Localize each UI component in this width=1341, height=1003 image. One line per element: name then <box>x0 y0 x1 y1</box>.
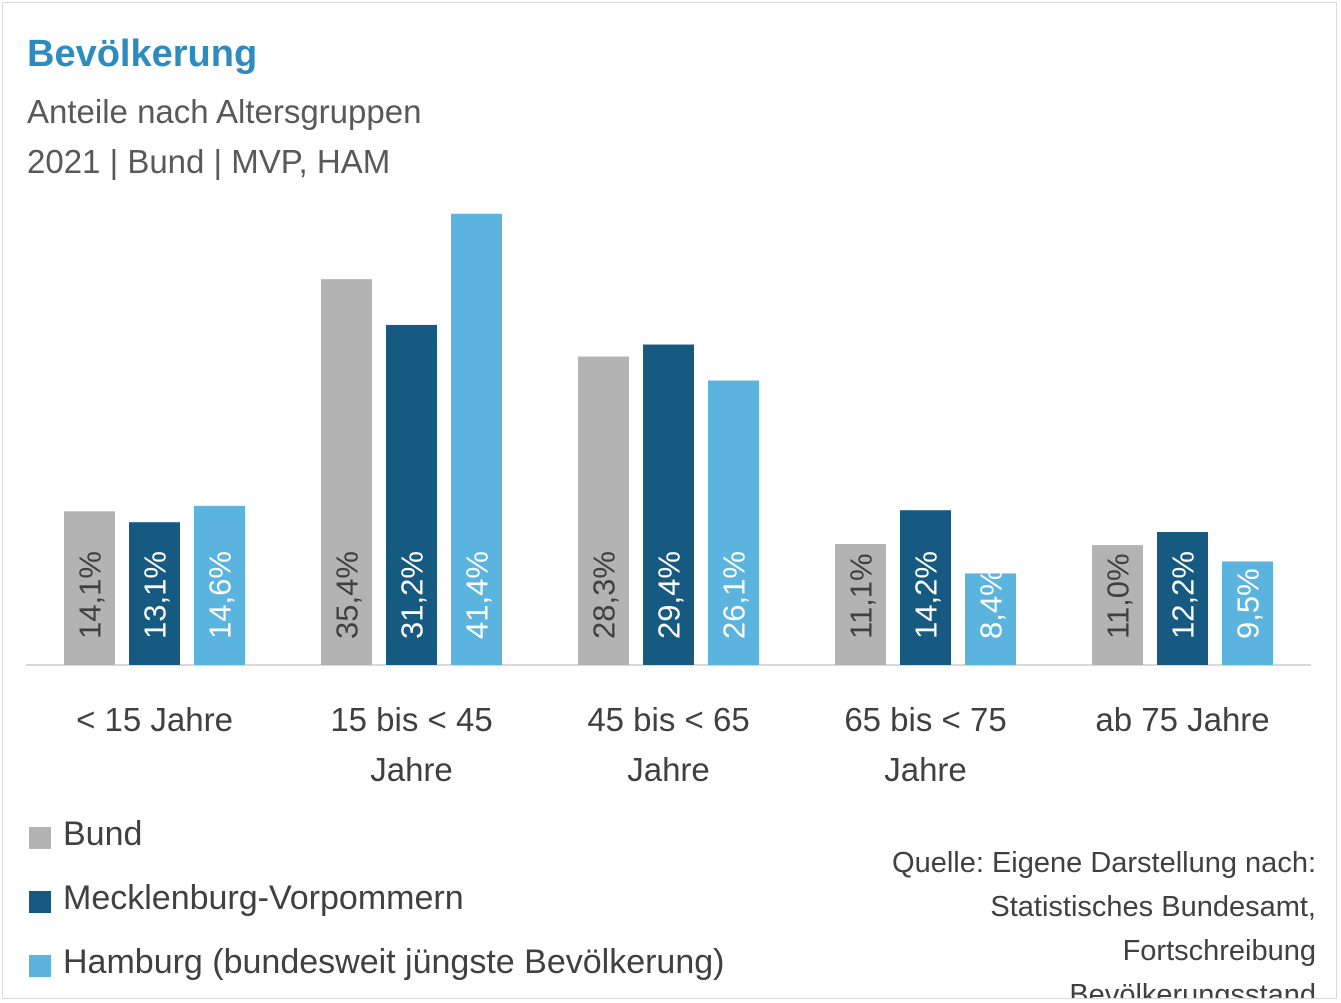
data-label-bund-5: 11,0% <box>1101 553 1136 639</box>
bar-hamburg-5 <box>1222 561 1273 665</box>
bar-bund-1 <box>64 511 115 665</box>
data-label-bund-2: 35,4% <box>330 551 365 639</box>
chart-subtitle-line-2: 2021 | Bund | MVP, HAM <box>27 143 391 180</box>
bar-mecklenburg-3 <box>643 344 694 665</box>
x-tick-label-4-line-1: 65 bis < 75 <box>844 701 1006 738</box>
bar-hamburg-3 <box>708 380 759 665</box>
source-line-1: Quelle: Eigene Darstellung nach: <box>892 847 1316 879</box>
x-tick-label-3-line-1: 45 bis < 65 <box>587 701 749 738</box>
bar-bund-2 <box>321 279 372 665</box>
data-label-bund-3: 28,3% <box>587 551 622 639</box>
data-label-hamburg-2: 41,4% <box>460 551 495 639</box>
bar-mecklenburg-4 <box>900 510 951 665</box>
source-note: Quelle: Eigene Darstellung nach: Statist… <box>756 841 1316 999</box>
x-tick-label-1: < 15 Jahre <box>76 701 233 738</box>
x-tick-label-5: ab 75 Jahre <box>1095 701 1269 738</box>
source-line-3: Fortschreibung <box>1122 935 1316 967</box>
data-label-mecklenburg-5: 12,2% <box>1166 551 1201 639</box>
legend-label-bund: Bund <box>63 815 143 853</box>
x-tick-label-3-line-2: Jahre <box>627 751 710 788</box>
data-label-mecklenburg-1: 13,1% <box>138 551 173 639</box>
bar-hamburg-1 <box>194 505 245 665</box>
source-line-2: Statistisches Bundesamt, <box>990 891 1316 923</box>
data-label-bund-4: 11,1% <box>844 553 879 639</box>
legend-swatch-hamburg <box>29 955 51 977</box>
bar-chart: 14,1% 13,1% 14,6% < 15 Jahre 35,4% 31,2% 41,4%… <box>26 213 1311 788</box>
x-tick-label-2-line-2: Jahre <box>370 751 453 788</box>
source-line-4: Bevölkerungsstand <box>1069 979 1316 999</box>
legend-swatch-mecklenburg-vorpommern <box>29 891 51 913</box>
chart-subtitle-line-1: Anteile nach Altersgruppen <box>27 93 422 130</box>
x-tick-label-2-line-1: 15 bis < 45 <box>330 701 492 738</box>
data-label-hamburg-4: 8,4% <box>974 568 1009 639</box>
bar-bund-4 <box>835 544 886 665</box>
legend-label-mecklenburg-vorpommern: Mecklenburg-Vorpommern <box>63 879 464 917</box>
data-label-hamburg-1: 14,6% <box>203 551 238 639</box>
chart-title: Bevölkerung <box>27 33 258 75</box>
bar-hamburg-2 <box>451 213 502 666</box>
legend-label-hamburg: Hamburg (bundesweit jüngste Bevölkerung) <box>63 943 725 981</box>
legend-swatch-bund <box>29 827 51 849</box>
data-label-mecklenburg-4: 14,2% <box>909 551 944 639</box>
data-label-mecklenburg-3: 29,4% <box>652 551 687 639</box>
x-tick-label-4-line-2: Jahre <box>884 751 967 788</box>
data-label-mecklenburg-2: 31,2% <box>395 551 430 639</box>
bar-bund-3 <box>578 356 629 665</box>
data-label-hamburg-3: 26,1% <box>717 551 752 639</box>
data-label-bund-1: 14,1% <box>73 551 108 639</box>
bar-bund-5 <box>1092 545 1143 665</box>
bar-hamburg-4 <box>965 573 1016 665</box>
bar-mecklenburg-1 <box>129 522 180 665</box>
data-label-hamburg-5: 9,5% <box>1231 568 1266 639</box>
bar-mecklenburg-2 <box>386 324 437 665</box>
bar-mecklenburg-5 <box>1157 532 1208 665</box>
